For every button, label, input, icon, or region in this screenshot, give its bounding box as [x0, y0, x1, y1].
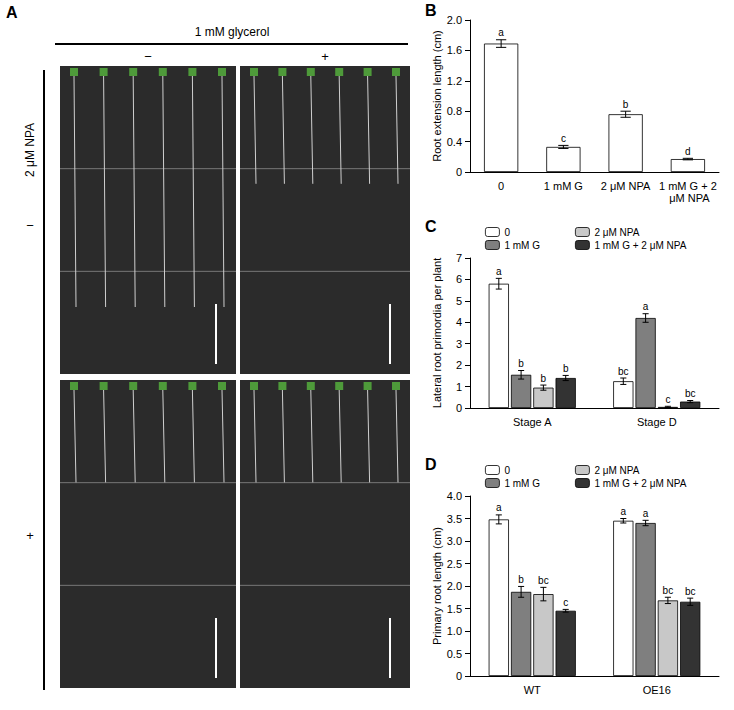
svg-text:d: d [685, 146, 691, 157]
svg-text:0: 0 [456, 402, 462, 414]
svg-text:a: a [621, 506, 627, 517]
svg-text:1 mM G + 2 μM NPA: 1 mM G + 2 μM NPA [594, 240, 686, 251]
svg-text:6: 6 [456, 273, 462, 285]
svg-text:1 mM G + 2 μM NPA: 1 mM G + 2 μM NPA [594, 478, 686, 489]
svg-text:1: 1 [456, 381, 462, 393]
svg-text:1 mM G + 2: 1 mM G + 2 [659, 180, 717, 192]
svg-text:C: C [425, 218, 437, 235]
svg-text:2.0: 2.0 [447, 580, 462, 592]
svg-text:2.0: 2.0 [447, 14, 462, 26]
svg-text:1 mM G: 1 mM G [544, 180, 583, 192]
svg-text:4.0: 4.0 [447, 490, 462, 502]
svg-text:0.8: 0.8 [447, 105, 462, 117]
svg-text:0: 0 [456, 670, 462, 682]
svg-text:b: b [518, 574, 524, 585]
svg-text:a: a [643, 301, 649, 312]
svg-text:0: 0 [504, 227, 510, 238]
svg-text:3.0: 3.0 [447, 535, 462, 547]
svg-text:1.5: 1.5 [447, 603, 462, 615]
svg-text:Root extension length (cm): Root extension length (cm) [431, 30, 443, 161]
svg-text:2 μM NPA: 2 μM NPA [601, 180, 651, 192]
svg-text:1.0: 1.0 [447, 625, 462, 637]
svg-text:0: 0 [456, 166, 462, 178]
svg-text:a: a [643, 508, 649, 519]
svg-text:0: 0 [504, 465, 510, 476]
svg-text:c: c [665, 394, 670, 405]
svg-text:b: b [563, 363, 569, 374]
svg-text:5: 5 [456, 295, 462, 307]
svg-text:Lateral root primordia per pla: Lateral root primordia per plant [431, 258, 443, 408]
svg-text:a: a [496, 266, 502, 277]
svg-text:2 μM NPA: 2 μM NPA [594, 465, 639, 476]
svg-text:+: + [321, 49, 329, 64]
svg-text:−: − [26, 218, 34, 233]
svg-text:2.5: 2.5 [447, 558, 462, 570]
svg-text:1.2: 1.2 [447, 75, 462, 87]
svg-text:WT: WT [524, 684, 541, 696]
svg-text:2 μM NPA: 2 μM NPA [594, 227, 639, 238]
svg-text:0: 0 [498, 180, 504, 192]
svg-text:1 mM G: 1 mM G [504, 478, 540, 489]
svg-text:2: 2 [456, 359, 462, 371]
svg-text:b: b [518, 358, 524, 369]
svg-text:Primary root length (cm): Primary root length (cm) [431, 527, 443, 645]
svg-text:bc: bc [685, 586, 696, 597]
svg-text:Stage D: Stage D [637, 416, 677, 428]
svg-text:7: 7 [456, 252, 462, 264]
svg-text:1.6: 1.6 [447, 44, 462, 56]
svg-text:1 mM glycerol: 1 mM glycerol [195, 25, 270, 39]
svg-text:4: 4 [456, 316, 462, 328]
svg-text:a: a [496, 502, 502, 513]
svg-text:bc: bc [618, 366, 629, 377]
svg-text:c: c [561, 133, 566, 144]
svg-text:c: c [563, 597, 568, 608]
svg-text:μM NPA: μM NPA [666, 192, 710, 204]
svg-text:−: − [144, 49, 152, 64]
svg-text:1 mM G: 1 mM G [504, 240, 540, 251]
svg-text:A: A [6, 4, 18, 21]
svg-text:b: b [541, 373, 547, 384]
svg-text:b: b [623, 99, 629, 110]
svg-text:bc: bc [685, 388, 696, 399]
svg-text:0.5: 0.5 [447, 648, 462, 660]
svg-text:3: 3 [456, 338, 462, 350]
svg-text:2 μM NPA: 2 μM NPA [23, 123, 37, 177]
svg-text:0.4: 0.4 [447, 136, 462, 148]
svg-text:3.5: 3.5 [447, 513, 462, 525]
svg-text:OE16: OE16 [643, 684, 671, 696]
svg-text:bc: bc [663, 585, 674, 596]
svg-text:D: D [425, 456, 437, 473]
svg-text:Stage A: Stage A [513, 416, 552, 428]
svg-text:+: + [26, 528, 34, 543]
svg-text:B: B [425, 2, 437, 19]
svg-text:bc: bc [538, 575, 549, 586]
svg-text:a: a [498, 27, 504, 38]
